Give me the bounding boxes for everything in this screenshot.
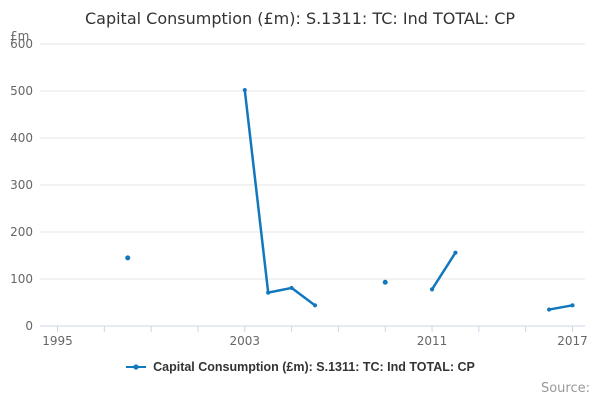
- data-point-marker[interactable]: [546, 307, 552, 312]
- y-tick-label: 600: [10, 37, 33, 51]
- data-point-marker[interactable]: [312, 303, 318, 308]
- series-line-segment[interactable]: [243, 88, 317, 307]
- y-tick-label: 200: [10, 225, 33, 239]
- data-point-marker[interactable]: [429, 287, 435, 292]
- data-point-marker[interactable]: [570, 303, 575, 308]
- data-point-marker[interactable]: [242, 87, 247, 93]
- legend-label: Capital Consumption (£m): S.1311: TC: In…: [153, 360, 475, 374]
- data-point-marker[interactable]: [125, 255, 131, 261]
- y-tick-label: 400: [10, 131, 33, 145]
- x-tick-label: 2003: [229, 334, 260, 348]
- source-label: Source:: [540, 381, 590, 396]
- data-point-marker[interactable]: [266, 290, 271, 295]
- data-point-marker[interactable]: [382, 279, 388, 285]
- y-tick-label: 100: [10, 272, 33, 286]
- legend-item[interactable]: Capital Consumption (£m): S.1311: TC: In…: [125, 360, 475, 374]
- y-tick-label: 0: [25, 319, 33, 333]
- data-point-marker[interactable]: [289, 285, 294, 291]
- x-tick-label: 1995: [42, 334, 73, 348]
- data-point-marker[interactable]: [453, 250, 458, 255]
- chart-title: Capital Consumption (£m): S.1311: TC: In…: [84, 9, 516, 28]
- legend-marker-icon: [126, 364, 147, 370]
- x-tick-label: 2017: [557, 334, 588, 348]
- y-tick-label: 500: [10, 84, 33, 98]
- legend: Capital Consumption (£m): S.1311: TC: In…: [0, 360, 600, 374]
- y-tick-label: 300: [10, 178, 33, 192]
- series-line-segment[interactable]: [430, 251, 457, 291]
- series-line-segment[interactable]: [547, 304, 574, 311]
- y-axis-unit-label: £m: [10, 29, 30, 43]
- x-tick-label: 2011: [417, 334, 448, 348]
